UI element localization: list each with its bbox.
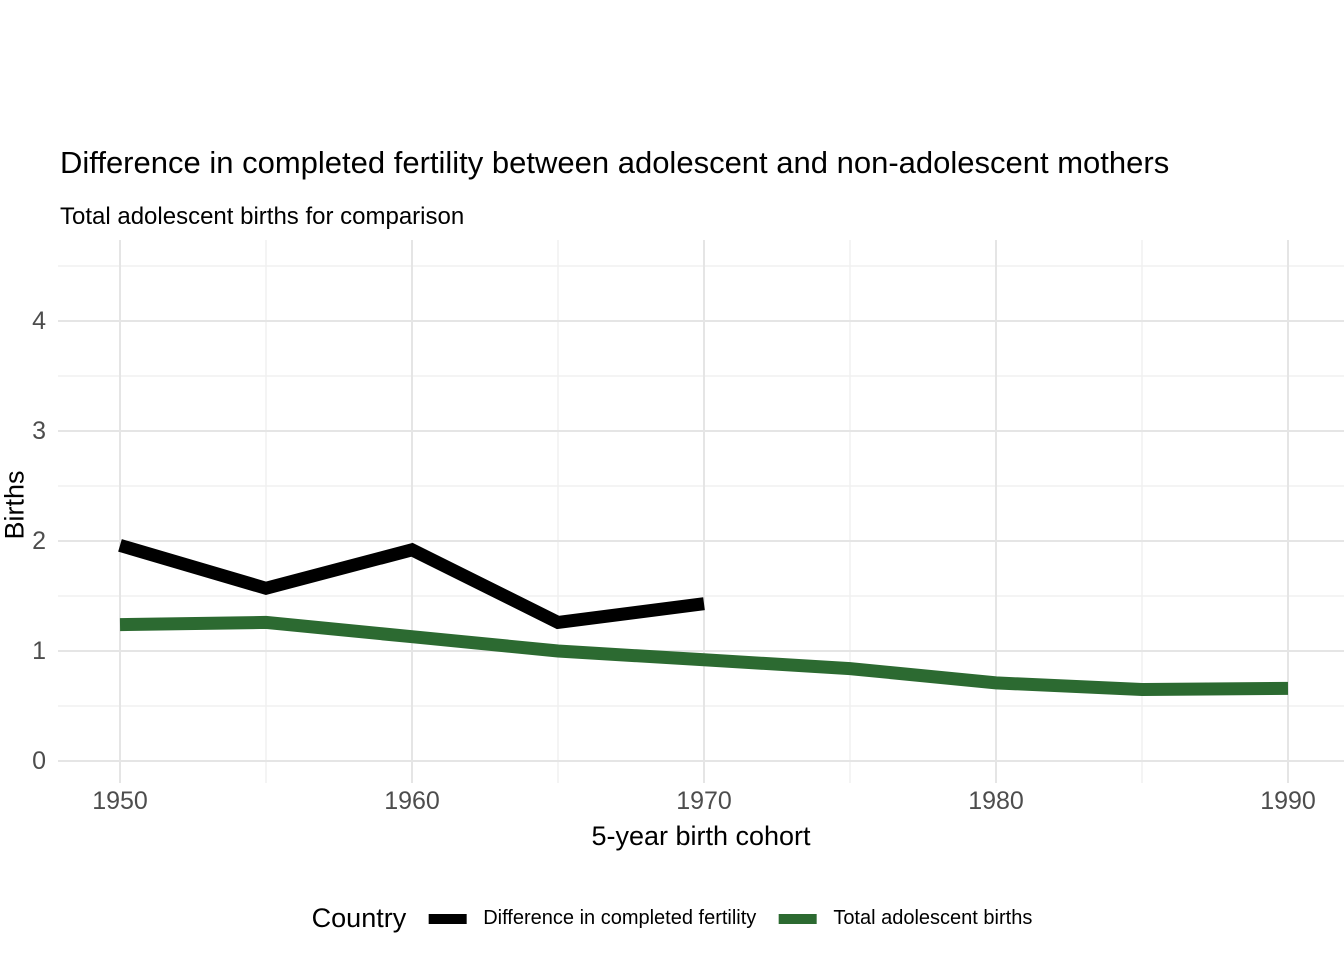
legend-label: Total adolescent births <box>833 907 1033 929</box>
y-tick-label: 1 <box>32 637 46 665</box>
x-axis-title: 5-year birth cohort <box>591 821 811 851</box>
x-tick-label: 1990 <box>1260 787 1316 815</box>
series-line-0 <box>118 539 705 630</box>
legend-item-total-births: Total adolescent births <box>778 907 1032 930</box>
y-tick-label: 4 <box>32 307 46 335</box>
x-tick-label: 1970 <box>676 787 732 815</box>
y-tick-label: 0 <box>32 747 46 775</box>
legend-title: Country <box>311 903 407 933</box>
chart-subtitle: Total adolescent births for comparison <box>60 203 465 230</box>
legend-swatch-green-line <box>778 913 817 924</box>
x-tick-label: 1980 <box>968 787 1024 815</box>
series-line-1 <box>119 615 1289 697</box>
y-tick-label: 2 <box>32 527 46 555</box>
x-tick-label: 1950 <box>92 787 148 815</box>
x-tick-label: 1960 <box>384 787 440 815</box>
chart-title: Difference in completed fertility betwee… <box>60 145 1170 180</box>
legend: Country Difference in completed fertilit… <box>312 903 1033 934</box>
legend-swatch-black-line <box>428 913 467 924</box>
y-tick-label: 3 <box>32 417 46 445</box>
legend-item-difference: Difference in completed fertility <box>428 907 756 930</box>
legend-label: Difference in completed fertility <box>483 907 757 929</box>
